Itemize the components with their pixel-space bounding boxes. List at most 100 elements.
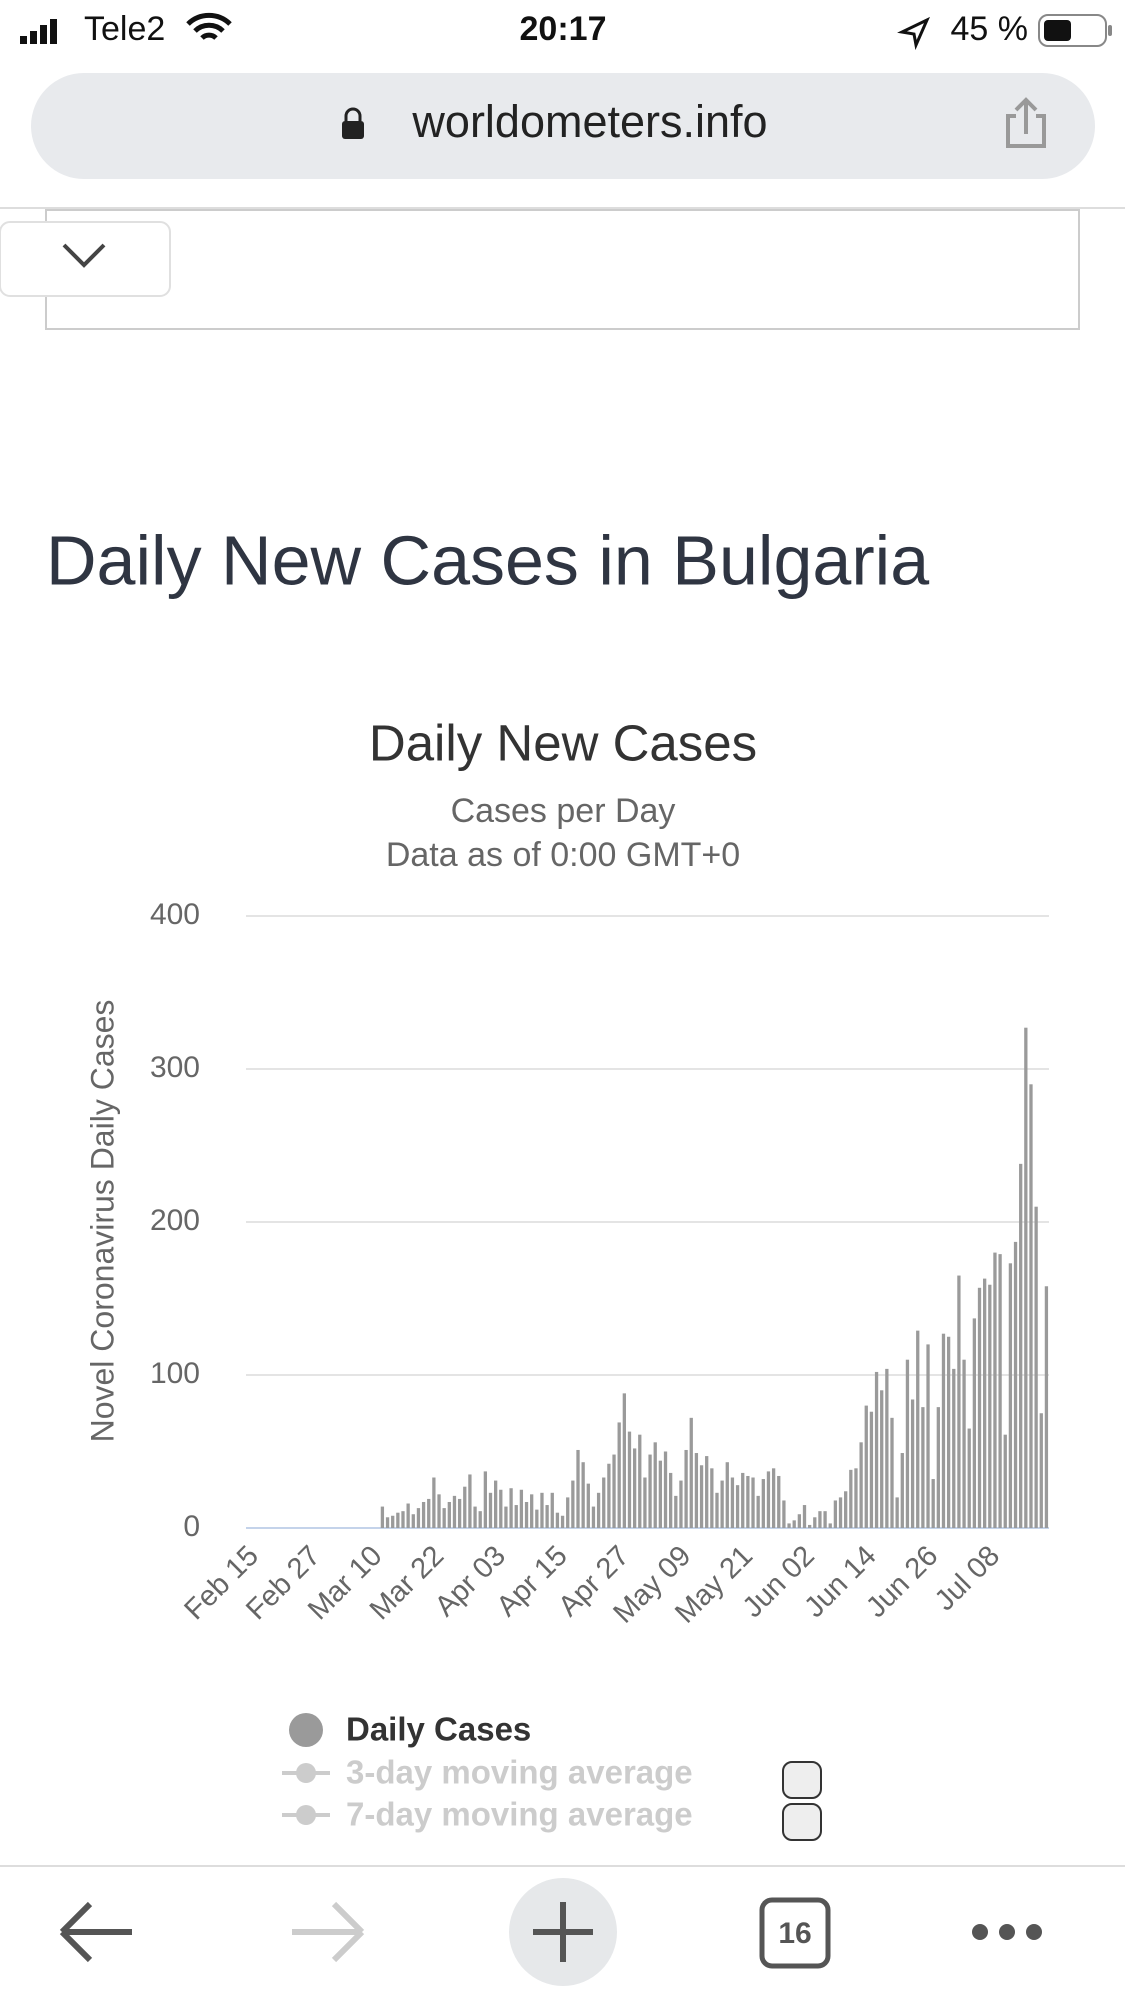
bar — [725, 1462, 729, 1528]
bar — [859, 1442, 863, 1528]
legend-label: 3-day moving average — [346, 1754, 693, 1791]
bar — [483, 1471, 488, 1528]
status-bar: Tele2 20:17 45 % — [20, 10, 1112, 51]
bar — [1034, 1206, 1038, 1528]
bar — [638, 1434, 642, 1528]
bar — [952, 1368, 956, 1528]
bar — [478, 1511, 482, 1528]
bar — [730, 1477, 735, 1528]
bar — [931, 1479, 935, 1528]
bar — [802, 1505, 807, 1528]
bar — [1013, 1241, 1018, 1528]
address-bar[interactable] — [31, 73, 1095, 179]
bar — [864, 1405, 868, 1528]
forward-button[interactable] — [292, 1901, 365, 1963]
bar — [560, 1515, 565, 1528]
bar — [844, 1491, 848, 1528]
bar — [447, 1501, 451, 1528]
bar — [648, 1454, 652, 1528]
bar — [854, 1468, 858, 1528]
bar — [977, 1287, 982, 1528]
bar — [524, 1501, 529, 1528]
bar — [406, 1503, 410, 1528]
bar — [905, 1359, 910, 1528]
bar — [761, 1479, 765, 1528]
bar — [983, 1278, 987, 1528]
bar — [504, 1506, 508, 1528]
bar — [890, 1417, 894, 1528]
bar — [514, 1505, 518, 1528]
bar — [972, 1318, 977, 1528]
bar — [509, 1488, 513, 1528]
url: worldometers.info — [411, 96, 767, 147]
bar — [674, 1495, 678, 1528]
signal-icon — [40, 25, 47, 44]
bar — [787, 1523, 791, 1528]
bar — [550, 1492, 554, 1528]
bar — [427, 1498, 431, 1528]
bar — [720, 1480, 724, 1528]
bar — [885, 1368, 889, 1528]
bar — [663, 1451, 668, 1528]
bar — [1029, 1084, 1033, 1528]
y-tick-label: 0 — [183, 1510, 200, 1543]
bar — [679, 1480, 683, 1528]
bar — [967, 1428, 971, 1528]
menu-dot — [999, 1924, 1015, 1940]
bar — [1019, 1163, 1023, 1528]
bar — [452, 1495, 457, 1528]
chart-title: Daily New Cases — [369, 714, 757, 771]
chart: Daily New Cases Cases per Day Data as of… — [84, 714, 1049, 1841]
menu-dot[interactable] — [1026, 1924, 1042, 1940]
tabs-button[interactable] — [759, 1897, 831, 1969]
menu-dot — [972, 1924, 988, 1940]
bar — [689, 1417, 693, 1528]
bar — [473, 1506, 477, 1528]
y-tick-label: 400 — [150, 898, 200, 931]
bar — [463, 1486, 467, 1528]
bar — [807, 1524, 812, 1528]
legend-label: 7-day moving average — [346, 1796, 693, 1833]
location-icon — [897, 16, 931, 51]
bar — [694, 1453, 699, 1528]
bar — [658, 1460, 663, 1528]
legend-checkbox[interactable] — [782, 1761, 822, 1799]
lock-icon — [342, 121, 364, 139]
bar — [432, 1477, 436, 1528]
bar — [1008, 1263, 1013, 1528]
bar — [921, 1407, 925, 1528]
bar — [926, 1344, 930, 1528]
bar — [396, 1512, 400, 1528]
bar — [519, 1489, 524, 1528]
bar — [684, 1449, 688, 1528]
bar — [910, 1399, 915, 1528]
bar — [946, 1336, 951, 1528]
bar — [833, 1500, 838, 1528]
bar — [735, 1485, 740, 1528]
bar — [1044, 1286, 1049, 1528]
bar — [746, 1475, 750, 1528]
bar — [437, 1494, 441, 1528]
legend-label: Daily Cases — [346, 1711, 531, 1748]
collapsed-panel — [45, 209, 1080, 330]
bar — [442, 1508, 446, 1528]
back-button[interactable] — [59, 1901, 132, 1963]
bar — [607, 1463, 611, 1528]
bar — [751, 1477, 755, 1528]
bar — [818, 1511, 822, 1528]
bar — [632, 1448, 637, 1528]
bar — [1003, 1434, 1007, 1528]
bar — [617, 1422, 621, 1528]
wifi-icon — [186, 12, 232, 40]
bar — [385, 1517, 390, 1528]
chevron-icon — [62, 243, 106, 268]
legend-checkbox[interactable] — [782, 1803, 822, 1841]
collapse-tab[interactable] — [0, 221, 171, 297]
battery-icon — [1038, 14, 1107, 47]
page-heading: Daily New Cases in Bulgaria — [46, 521, 929, 599]
share-button[interactable] — [1006, 97, 1046, 148]
bar — [874, 1371, 879, 1528]
bar — [391, 1515, 395, 1528]
bar — [998, 1254, 1002, 1528]
